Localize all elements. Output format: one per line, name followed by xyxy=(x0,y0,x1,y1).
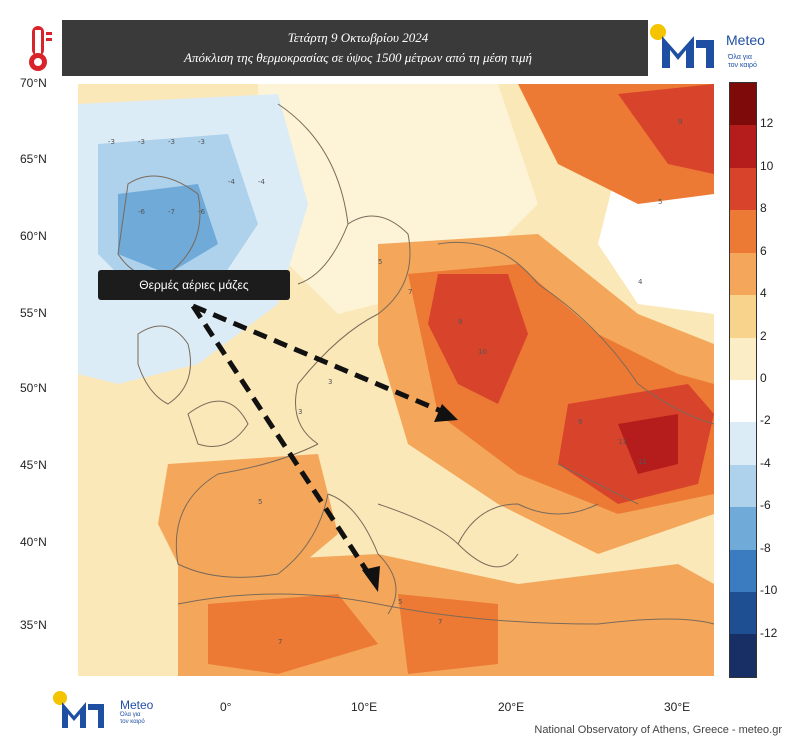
colorbar-label: -2 xyxy=(760,413,771,428)
svg-text:5: 5 xyxy=(378,258,382,266)
colorbar-swatch xyxy=(730,125,756,168)
svg-text:11: 11 xyxy=(618,438,627,446)
svg-text:7: 7 xyxy=(438,618,442,626)
lat-label: 50°N xyxy=(20,381,47,395)
svg-text:-6: -6 xyxy=(198,208,206,216)
meteo-m-icon xyxy=(650,24,714,68)
logo-slogan: Όλα για τον καιρό xyxy=(728,54,757,69)
colorbar-swatch xyxy=(730,337,756,380)
svg-text:-3: -3 xyxy=(198,138,205,146)
footer-logo-slogan: Όλα για τον καιρό xyxy=(120,712,145,725)
colorbar-label: -10 xyxy=(760,583,778,598)
svg-text:7: 7 xyxy=(278,638,282,646)
svg-text:10: 10 xyxy=(478,348,487,356)
svg-text:3: 3 xyxy=(298,408,302,416)
anomaly-map: -3 -3 -3 -3 -6 -7 -6 -4 -4 5 7 9 10 11 12 9 3 3 5 5 7 7… xyxy=(78,84,714,676)
svg-text:-3: -3 xyxy=(108,138,115,146)
svg-text:-6: -6 xyxy=(138,208,146,216)
lat-label: 45°N xyxy=(20,458,47,472)
colorbar xyxy=(729,82,757,678)
svg-text:5: 5 xyxy=(658,198,662,206)
colorbar-swatch xyxy=(730,549,756,593)
title-date: Τετάρτη 9 Οκτωβρίου 2024 xyxy=(287,30,429,45)
lat-label: 35°N xyxy=(20,618,47,632)
arrow-head-east xyxy=(434,404,458,422)
colorbar-swatch xyxy=(730,379,756,423)
colorbar-swatch xyxy=(730,422,756,465)
svg-text:5: 5 xyxy=(258,498,262,506)
svg-text:-3: -3 xyxy=(138,138,145,146)
svg-text:9: 9 xyxy=(578,418,582,426)
svg-text:-4: -4 xyxy=(228,178,236,186)
colorbar-swatch xyxy=(730,252,756,296)
colorbar-swatch xyxy=(730,167,756,211)
lat-label: 40°N xyxy=(20,535,47,549)
colorbar-label: 0 xyxy=(760,371,767,385)
colorbar-label: 12 xyxy=(760,116,774,131)
lat-label: 60°N xyxy=(20,229,47,243)
colorbar-label: -12 xyxy=(760,625,778,640)
colorbar-swatch xyxy=(730,295,756,338)
colorbar-swatch xyxy=(730,464,756,508)
lon-label: 20°E xyxy=(498,700,525,714)
title-description: Απόκλιση της θερμοκρασίας σε ύψος 1500 μ… xyxy=(184,50,532,65)
colorbar-label: -6 xyxy=(760,498,771,513)
map-canvas: -3 -3 -3 -3 -6 -7 -6 -4 -4 5 7 9 10 11 12 9 3 3 5 5 7 7… xyxy=(78,84,714,676)
colorbar-swatch xyxy=(730,592,756,635)
colorbar-label: 2 xyxy=(760,328,767,343)
colorbar-label: -8 xyxy=(760,540,771,555)
header: Τετάρτη 9 Οκτωβρίου 2024 Απόκλιση της θε… xyxy=(20,18,778,80)
colorbar-swatch xyxy=(730,83,756,126)
colorbar-label: 6 xyxy=(760,243,767,258)
arrow-head-south xyxy=(362,566,380,592)
svg-text:7: 7 xyxy=(408,288,412,296)
colorbar-swatch xyxy=(730,634,756,677)
colorbar-label: 10 xyxy=(760,158,774,173)
lon-label: 10°E xyxy=(351,700,378,714)
colorbar-label: -4 xyxy=(760,455,771,470)
credit-text: National Observatory of Athens, Greece -… xyxy=(534,724,782,736)
footer-logo-name: Meteo xyxy=(120,698,154,712)
svg-text:9: 9 xyxy=(458,318,462,326)
svg-text:3: 3 xyxy=(328,378,332,386)
colorbar-label: 4 xyxy=(760,286,767,301)
title-box: Τετάρτη 9 Οκτωβρίου 2024 Απόκλιση της θε… xyxy=(62,20,654,76)
svg-text:-3: -3 xyxy=(168,138,175,146)
lon-label: 30°E xyxy=(664,700,691,714)
footer-meteo-logo: Meteo Όλα για τον καιρό xyxy=(52,690,162,732)
svg-text:12: 12 xyxy=(638,458,647,466)
svg-text:-4: -4 xyxy=(258,178,266,186)
warm-air-callout: Θερμές αέριες μάζες xyxy=(98,270,290,300)
lon-label: 0° xyxy=(220,700,232,714)
meteo-logo: Meteo Όλα για τον καιρό xyxy=(648,20,778,76)
svg-text:4: 4 xyxy=(638,278,643,286)
thermometer-logo xyxy=(20,20,58,76)
meteo-m-icon xyxy=(53,691,104,728)
lat-label: 65°N xyxy=(20,152,47,166)
svg-text:5: 5 xyxy=(398,598,402,606)
lat-label: 55°N xyxy=(20,306,47,320)
colorbar-swatch xyxy=(730,507,756,550)
warm-air-arrows xyxy=(190,303,449,584)
logo-name: Meteo xyxy=(726,32,765,48)
svg-text:-7: -7 xyxy=(168,208,175,216)
colorbar-swatch xyxy=(730,210,756,253)
lat-label: 70°N xyxy=(20,76,47,90)
svg-text:9: 9 xyxy=(678,118,682,126)
colorbar-label: 8 xyxy=(760,201,767,216)
